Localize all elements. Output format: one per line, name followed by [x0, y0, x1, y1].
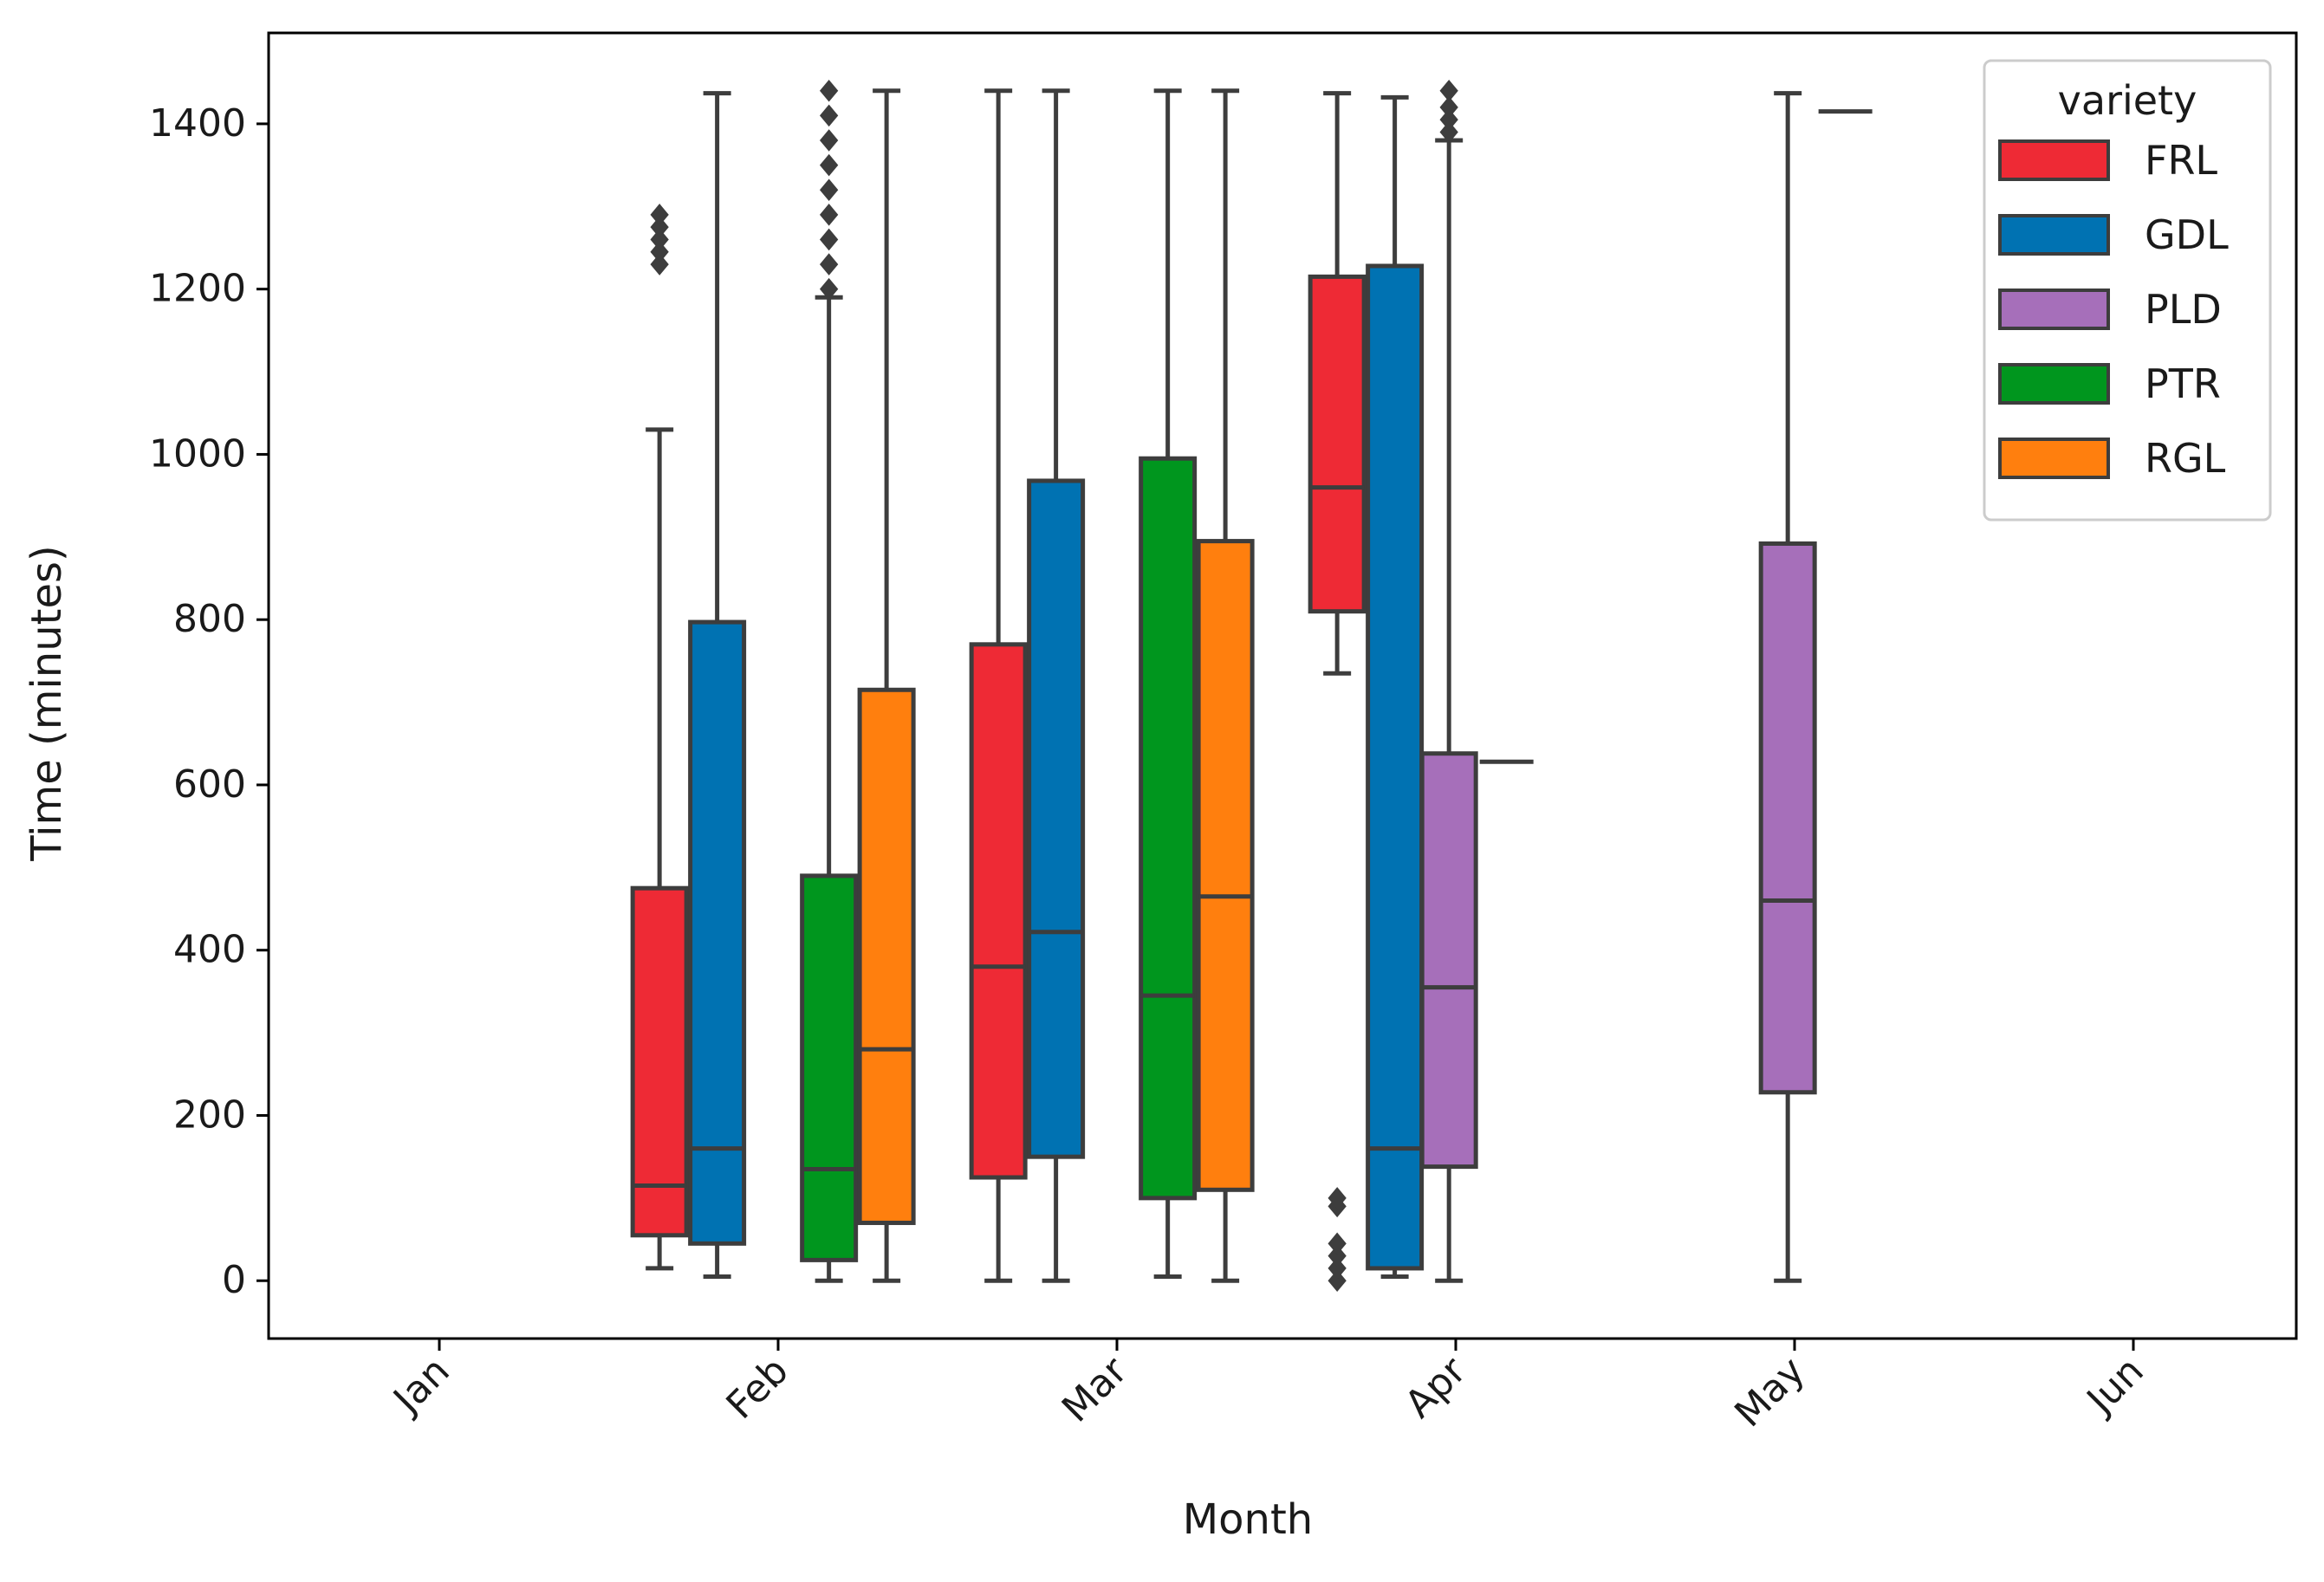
- flier-point: [819, 277, 839, 301]
- box-iqr: [1027, 478, 1086, 1159]
- box-group-gdl-5: [1027, 88, 1086, 1283]
- box-group-frl-4: [969, 88, 1028, 1283]
- box-group-gdl-9: [1366, 94, 1425, 1279]
- flier-point: [1328, 1232, 1347, 1255]
- box-iqr: [1366, 263, 1425, 1271]
- box-group-rgl-7: [1196, 88, 1255, 1283]
- box-iqr: [1419, 751, 1478, 1170]
- box-iqr: [1139, 456, 1198, 1201]
- flier-point: [819, 228, 839, 251]
- flier-point: [1439, 79, 1458, 102]
- legend-label: FRL: [2145, 137, 2217, 184]
- flier-point: [1328, 1257, 1347, 1280]
- x-tick-label: Jan: [384, 1349, 458, 1423]
- legend-entry-rgl: RGL: [1998, 435, 2226, 482]
- flier-point: [819, 253, 839, 276]
- legend-label: PLD: [2145, 286, 2222, 333]
- y-tick-label: 1400: [149, 101, 246, 146]
- box-group-frl-0: [630, 204, 689, 1271]
- y-tick-label: 0: [222, 1258, 246, 1302]
- x-tick-label: May: [1726, 1349, 1813, 1436]
- x-axis-label: Month: [1183, 1495, 1313, 1544]
- flier-point: [650, 228, 669, 251]
- legend-label: PTR: [2145, 360, 2221, 407]
- box-group-pld-10: [1419, 79, 1478, 1283]
- box-group-frl-8: [1308, 91, 1366, 1293]
- legend-entry-pld: PLD: [1998, 286, 2222, 333]
- legend-label: GDL: [2145, 211, 2229, 258]
- legend-swatch: [1998, 289, 2110, 330]
- flier-point: [1439, 108, 1458, 131]
- box-iqr: [688, 619, 747, 1246]
- x-tick-label: Jun: [2077, 1349, 2152, 1424]
- y-tick-label: 400: [173, 928, 246, 972]
- box-iqr: [630, 885, 689, 1238]
- flier-point: [650, 240, 669, 263]
- flier-point: [819, 153, 839, 177]
- box-iqr: [1196, 539, 1255, 1192]
- box-iqr: [1308, 274, 1366, 614]
- x-tick-label: Feb: [718, 1349, 797, 1428]
- flier-point: [1328, 1187, 1347, 1209]
- flier-point: [650, 216, 669, 238]
- box-group-gdl-1: [688, 91, 747, 1279]
- flier-point: [650, 253, 669, 276]
- flier-point: [1328, 1269, 1347, 1293]
- legend-entry-gdl: GDL: [1998, 211, 2229, 258]
- flier-point: [1439, 120, 1458, 144]
- box-group-rgl-3: [857, 88, 916, 1283]
- y-tick-label: 800: [173, 597, 246, 641]
- box-iqr: [1758, 541, 1817, 1095]
- legend-entry-ptr: PTR: [1998, 360, 2221, 407]
- box-group-pld-12: [1758, 91, 1817, 1283]
- flier-point: [1439, 96, 1458, 119]
- y-tick-label: 600: [173, 762, 246, 807]
- box-iqr: [800, 873, 859, 1262]
- legend-entry-frl: FRL: [1998, 137, 2217, 184]
- legend-title: variety: [2058, 77, 2197, 124]
- y-tick-label: 1200: [149, 267, 246, 311]
- legend-swatch: [1998, 363, 2110, 405]
- legend-swatch: [1998, 438, 2110, 479]
- flier-point: [1328, 1244, 1347, 1268]
- box-group-ptr-6: [1139, 88, 1198, 1279]
- y-tick-label: 200: [173, 1092, 246, 1137]
- flier-point: [819, 104, 839, 127]
- y-axis-label: Time (minutes): [23, 545, 71, 861]
- flier-point: [819, 178, 839, 202]
- x-tick-label: Apr: [1397, 1348, 1476, 1427]
- box-iqr: [969, 642, 1028, 1180]
- legend-label: RGL: [2145, 435, 2226, 482]
- x-tick-label: Mar: [1054, 1348, 1136, 1430]
- legend-swatch: [1998, 139, 2110, 181]
- box-iqr: [857, 687, 916, 1225]
- legend-swatch: [1998, 214, 2110, 256]
- flier-point: [819, 129, 839, 152]
- legend: variety FRL GDL PLD PTR RGL: [1983, 59, 2272, 522]
- flier-point: [650, 204, 669, 226]
- flier-point: [819, 204, 839, 226]
- flier-point: [819, 79, 839, 102]
- y-tick-label: 1000: [149, 431, 246, 476]
- boxes-layer: [630, 79, 1873, 1293]
- box-group-ptr-2: [800, 79, 859, 1283]
- plot-frame: [267, 31, 2298, 1340]
